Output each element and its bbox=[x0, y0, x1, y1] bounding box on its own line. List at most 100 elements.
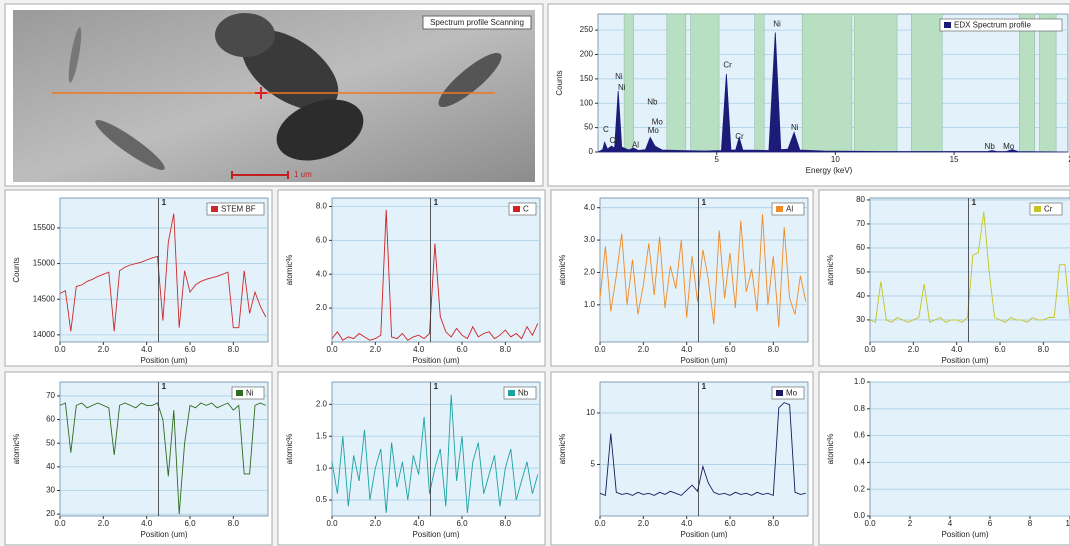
x-tick-label: 15 bbox=[950, 155, 959, 164]
peak-label: Al bbox=[632, 140, 639, 149]
cursor-label: 1 bbox=[434, 198, 439, 207]
y-tick-label: 6.0 bbox=[316, 235, 328, 244]
x-axis-label: Position (um) bbox=[680, 530, 727, 539]
plot-area bbox=[599, 197, 809, 343]
y-tick-label: 20 bbox=[46, 509, 55, 518]
cursor-label: 1 bbox=[702, 382, 707, 391]
image-title: Spectrum profile Scanning bbox=[430, 18, 524, 27]
cursor-label: 1 bbox=[434, 382, 439, 391]
y-tick-label: 200 bbox=[580, 50, 594, 59]
x-axis-label: Position (um) bbox=[412, 530, 459, 539]
y-tick-label: 1.0 bbox=[584, 300, 596, 309]
spectrum-area bbox=[597, 32, 1069, 153]
y-axis-label: atomic% bbox=[558, 255, 567, 286]
legend-label: Cr bbox=[1044, 205, 1053, 214]
x-axis-label: Energy (keV) bbox=[806, 166, 853, 175]
x-tick-label: 8.0 bbox=[768, 345, 780, 354]
roi-region bbox=[1039, 13, 1057, 153]
x-tick-label: 0.0 bbox=[864, 519, 876, 528]
legend-label: Mo bbox=[786, 389, 798, 398]
legend-label: EDX Spectrum profile bbox=[954, 21, 1031, 30]
roi-region bbox=[754, 13, 765, 153]
legend-swatch bbox=[776, 206, 783, 212]
plot-area bbox=[59, 381, 269, 517]
x-tick-label: 0.0 bbox=[594, 519, 606, 528]
x-tick-label: 2.0 bbox=[638, 345, 650, 354]
peak-label: Ni bbox=[773, 19, 781, 28]
peak-label: Mo bbox=[648, 126, 660, 135]
x-tick-label: 6.0 bbox=[184, 345, 196, 354]
legend-swatch bbox=[211, 206, 218, 212]
y-tick-label: 1.5 bbox=[316, 431, 328, 440]
x-tick-label: 4.0 bbox=[141, 345, 153, 354]
y-axis-label: atomic% bbox=[826, 255, 835, 286]
x-tick-label: 4 bbox=[948, 519, 953, 528]
legend-label: Nb bbox=[518, 389, 529, 398]
plot-area bbox=[869, 381, 1070, 517]
roi-region bbox=[801, 13, 853, 153]
y-tick-label: 60 bbox=[856, 243, 865, 252]
x-tick-label: 8.0 bbox=[228, 345, 240, 354]
y-axis-label: atomic% bbox=[826, 434, 835, 465]
scale-bar bbox=[231, 171, 289, 179]
y-tick-label: 40 bbox=[46, 462, 55, 471]
legend-swatch bbox=[513, 206, 520, 212]
y-tick-label: 10 bbox=[586, 408, 595, 417]
peak-label: C bbox=[603, 125, 609, 134]
y-tick-label: 0.5 bbox=[316, 495, 328, 504]
y-tick-label: 40 bbox=[856, 291, 865, 300]
y-tick-label: 0.4 bbox=[854, 458, 866, 467]
peak-label: Cr bbox=[610, 136, 619, 145]
y-tick-label: 2.0 bbox=[584, 268, 596, 277]
x-tick-label: 4.0 bbox=[951, 345, 963, 354]
peak-label: Cr bbox=[735, 132, 744, 141]
y-tick-label: 4.0 bbox=[584, 203, 596, 212]
y-axis-label: atomic% bbox=[285, 255, 294, 286]
x-tick-label: 2.0 bbox=[638, 519, 650, 528]
x-tick-label: 6.0 bbox=[456, 519, 468, 528]
x-tick-label: 8.0 bbox=[1038, 345, 1050, 354]
y-tick-label: 3.0 bbox=[584, 235, 596, 244]
x-tick-label: 6 bbox=[988, 519, 993, 528]
y-tick-label: 15000 bbox=[33, 259, 56, 268]
x-tick-label: 6.0 bbox=[994, 345, 1006, 354]
plot-area bbox=[331, 197, 541, 343]
roi-region bbox=[623, 13, 634, 153]
x-tick-label: 10 bbox=[831, 155, 840, 164]
peak-label: Nb bbox=[647, 97, 658, 106]
peak-label: Mo bbox=[652, 117, 664, 126]
plot-area bbox=[331, 381, 541, 517]
scan-cursor bbox=[255, 87, 267, 99]
x-tick-label: 2.0 bbox=[370, 519, 382, 528]
x-tick-label: 6.0 bbox=[456, 345, 468, 354]
y-tick-label: 0.6 bbox=[854, 431, 866, 440]
plot-area bbox=[869, 197, 1070, 343]
y-tick-label: 0.2 bbox=[854, 484, 866, 493]
x-axis-label: Position (um) bbox=[941, 356, 988, 365]
x-tick-label: 0.0 bbox=[326, 519, 338, 528]
x-tick-label: 0.0 bbox=[54, 519, 66, 528]
x-tick-label: 5 bbox=[714, 155, 719, 164]
roi-region bbox=[1019, 13, 1036, 153]
y-tick-label: 4.0 bbox=[316, 269, 328, 278]
x-tick-label: 8.0 bbox=[768, 519, 780, 528]
legend-box bbox=[939, 18, 1063, 32]
image-title-box bbox=[422, 15, 532, 30]
cursor-label: 1 bbox=[972, 198, 977, 207]
roi-region bbox=[666, 13, 687, 153]
y-tick-label: 1.0 bbox=[316, 463, 328, 472]
legend-swatch bbox=[236, 390, 243, 396]
y-tick-label: 50 bbox=[46, 438, 55, 447]
y-axis-label: Counts bbox=[12, 257, 21, 282]
series-line bbox=[331, 209, 539, 341]
x-tick-label: 6.0 bbox=[724, 345, 736, 354]
peak-label: Nb bbox=[985, 142, 996, 151]
x-tick-label: 0.0 bbox=[54, 345, 66, 354]
y-axis-label: Counts bbox=[555, 70, 564, 95]
legend-swatch bbox=[508, 390, 515, 396]
x-tick-label: 2 bbox=[908, 519, 913, 528]
x-tick-label: 8 bbox=[1028, 519, 1033, 528]
legend-swatch bbox=[1034, 206, 1041, 212]
cursor-label: 1 bbox=[162, 382, 167, 391]
scale-bar-label: 1 um bbox=[294, 170, 312, 179]
